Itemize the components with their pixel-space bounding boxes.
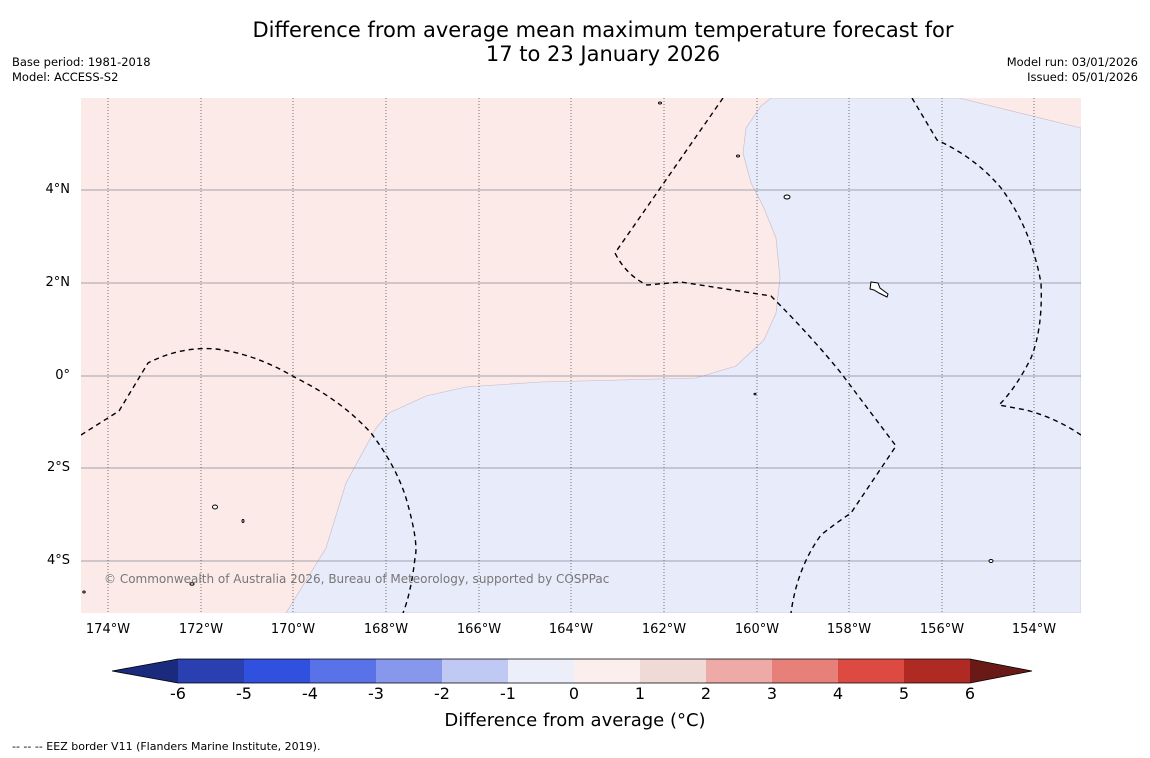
colorbar-segment — [706, 659, 772, 683]
eez-border-west — [81, 347, 417, 613]
cb-tick: 6 — [964, 684, 976, 703]
longitude-gridlines — [107, 98, 1035, 613]
lat-label-2n: 2°N — [45, 275, 71, 290]
lon-label-158w: 158°W — [826, 622, 872, 637]
colorbar-segment — [376, 659, 442, 683]
island-south-east — [988, 559, 994, 563]
lon-label-162w: 162°W — [641, 622, 687, 637]
issued-date: Issued: 05/01/2026 — [1027, 70, 1138, 84]
island-jarvis-north — [736, 154, 740, 158]
eez-footnote: -- -- -- EEZ border V11 (Flanders Marine… — [12, 740, 321, 753]
cb-tick: -2 — [434, 684, 450, 703]
colorbar-segment — [442, 659, 508, 683]
lon-label-172w: 172°W — [178, 622, 224, 637]
colorbar-segment — [640, 659, 706, 683]
title-line-1: Difference from average mean maximum tem… — [252, 18, 954, 42]
eez-borders — [81, 98, 1081, 613]
base-period: Base period: 1981-2018 — [12, 55, 151, 69]
lon-label-166w: 166°W — [456, 622, 502, 637]
colorbar-segment — [310, 659, 376, 683]
lon-label-156w: 156°W — [919, 622, 965, 637]
meta-right: Model run: 03/01/2026 Issued: 05/01/2026 — [1007, 55, 1138, 85]
latitude-gridlines — [81, 189, 1081, 562]
lon-label-160w: 160°W — [734, 622, 780, 637]
cb-tick: -4 — [302, 684, 318, 703]
island-north-small — [658, 101, 662, 105]
colorbar-extend-high — [970, 659, 1032, 683]
model-name: Model: ACCESS-S2 — [12, 70, 119, 84]
colorbar — [112, 658, 1033, 684]
title-line-2: 17 to 23 January 2026 — [485, 42, 721, 66]
island-south-west — [189, 582, 195, 586]
cb-tick: -6 — [170, 684, 186, 703]
island-far-west — [82, 590, 86, 594]
meta-left: Base period: 1981-2018 Model: ACCESS-S2 — [12, 55, 151, 85]
colorbar-segment — [574, 659, 640, 683]
cb-tick: 5 — [898, 684, 910, 703]
lon-label-154w: 154°W — [1011, 622, 1057, 637]
cb-tick: 0 — [568, 684, 580, 703]
cb-tick: 2 — [700, 684, 712, 703]
cool-region — [285, 98, 1081, 613]
cb-tick: -1 — [500, 684, 516, 703]
island-howland — [212, 504, 218, 510]
colorbar-segment — [772, 659, 838, 683]
cb-tick: -5 — [236, 684, 252, 703]
colorbar-label: Difference from average (°C) — [444, 710, 706, 731]
colorbar-segment — [508, 659, 574, 683]
lon-label-174w: 174°W — [85, 622, 131, 637]
cb-tick: 1 — [634, 684, 646, 703]
island-baker — [241, 519, 245, 523]
colorbar-segment — [904, 659, 970, 683]
islands — [82, 101, 994, 594]
colorbar-segment — [838, 659, 904, 683]
model-run: Model run: 03/01/2026 — [1006, 55, 1138, 69]
lon-label-170w: 170°W — [270, 622, 316, 637]
colorbar-segment — [178, 659, 244, 683]
lat-label-4n: 4°N — [45, 182, 71, 197]
island-kiritimati — [869, 281, 889, 298]
colorbar-extend-low — [112, 659, 178, 683]
lat-label-0: 0° — [55, 368, 70, 383]
colorbar-outline — [112, 658, 1033, 684]
cb-tick: -3 — [368, 684, 384, 703]
cb-tick: 4 — [832, 684, 844, 703]
lat-label-4s: 4°S — [46, 553, 70, 568]
island-jarvis — [753, 392, 757, 396]
cb-tick: 3 — [766, 684, 778, 703]
lon-label-164w: 164°W — [548, 622, 594, 637]
copyright-text: © Commonwealth of Australia 2026, Bureau… — [104, 572, 609, 586]
island-palmyra — [783, 194, 791, 200]
lon-label-168w: 168°W — [363, 622, 409, 637]
chart-title: Difference from average mean maximum tem… — [0, 18, 1150, 66]
eez-border-east — [911, 98, 1081, 436]
lat-label-2s: 2°S — [46, 460, 70, 475]
eez-border-central — [614, 98, 897, 613]
map-panel: © Commonwealth of Australia 2026, Bureau… — [81, 98, 1081, 613]
colorbar-segment — [244, 659, 310, 683]
